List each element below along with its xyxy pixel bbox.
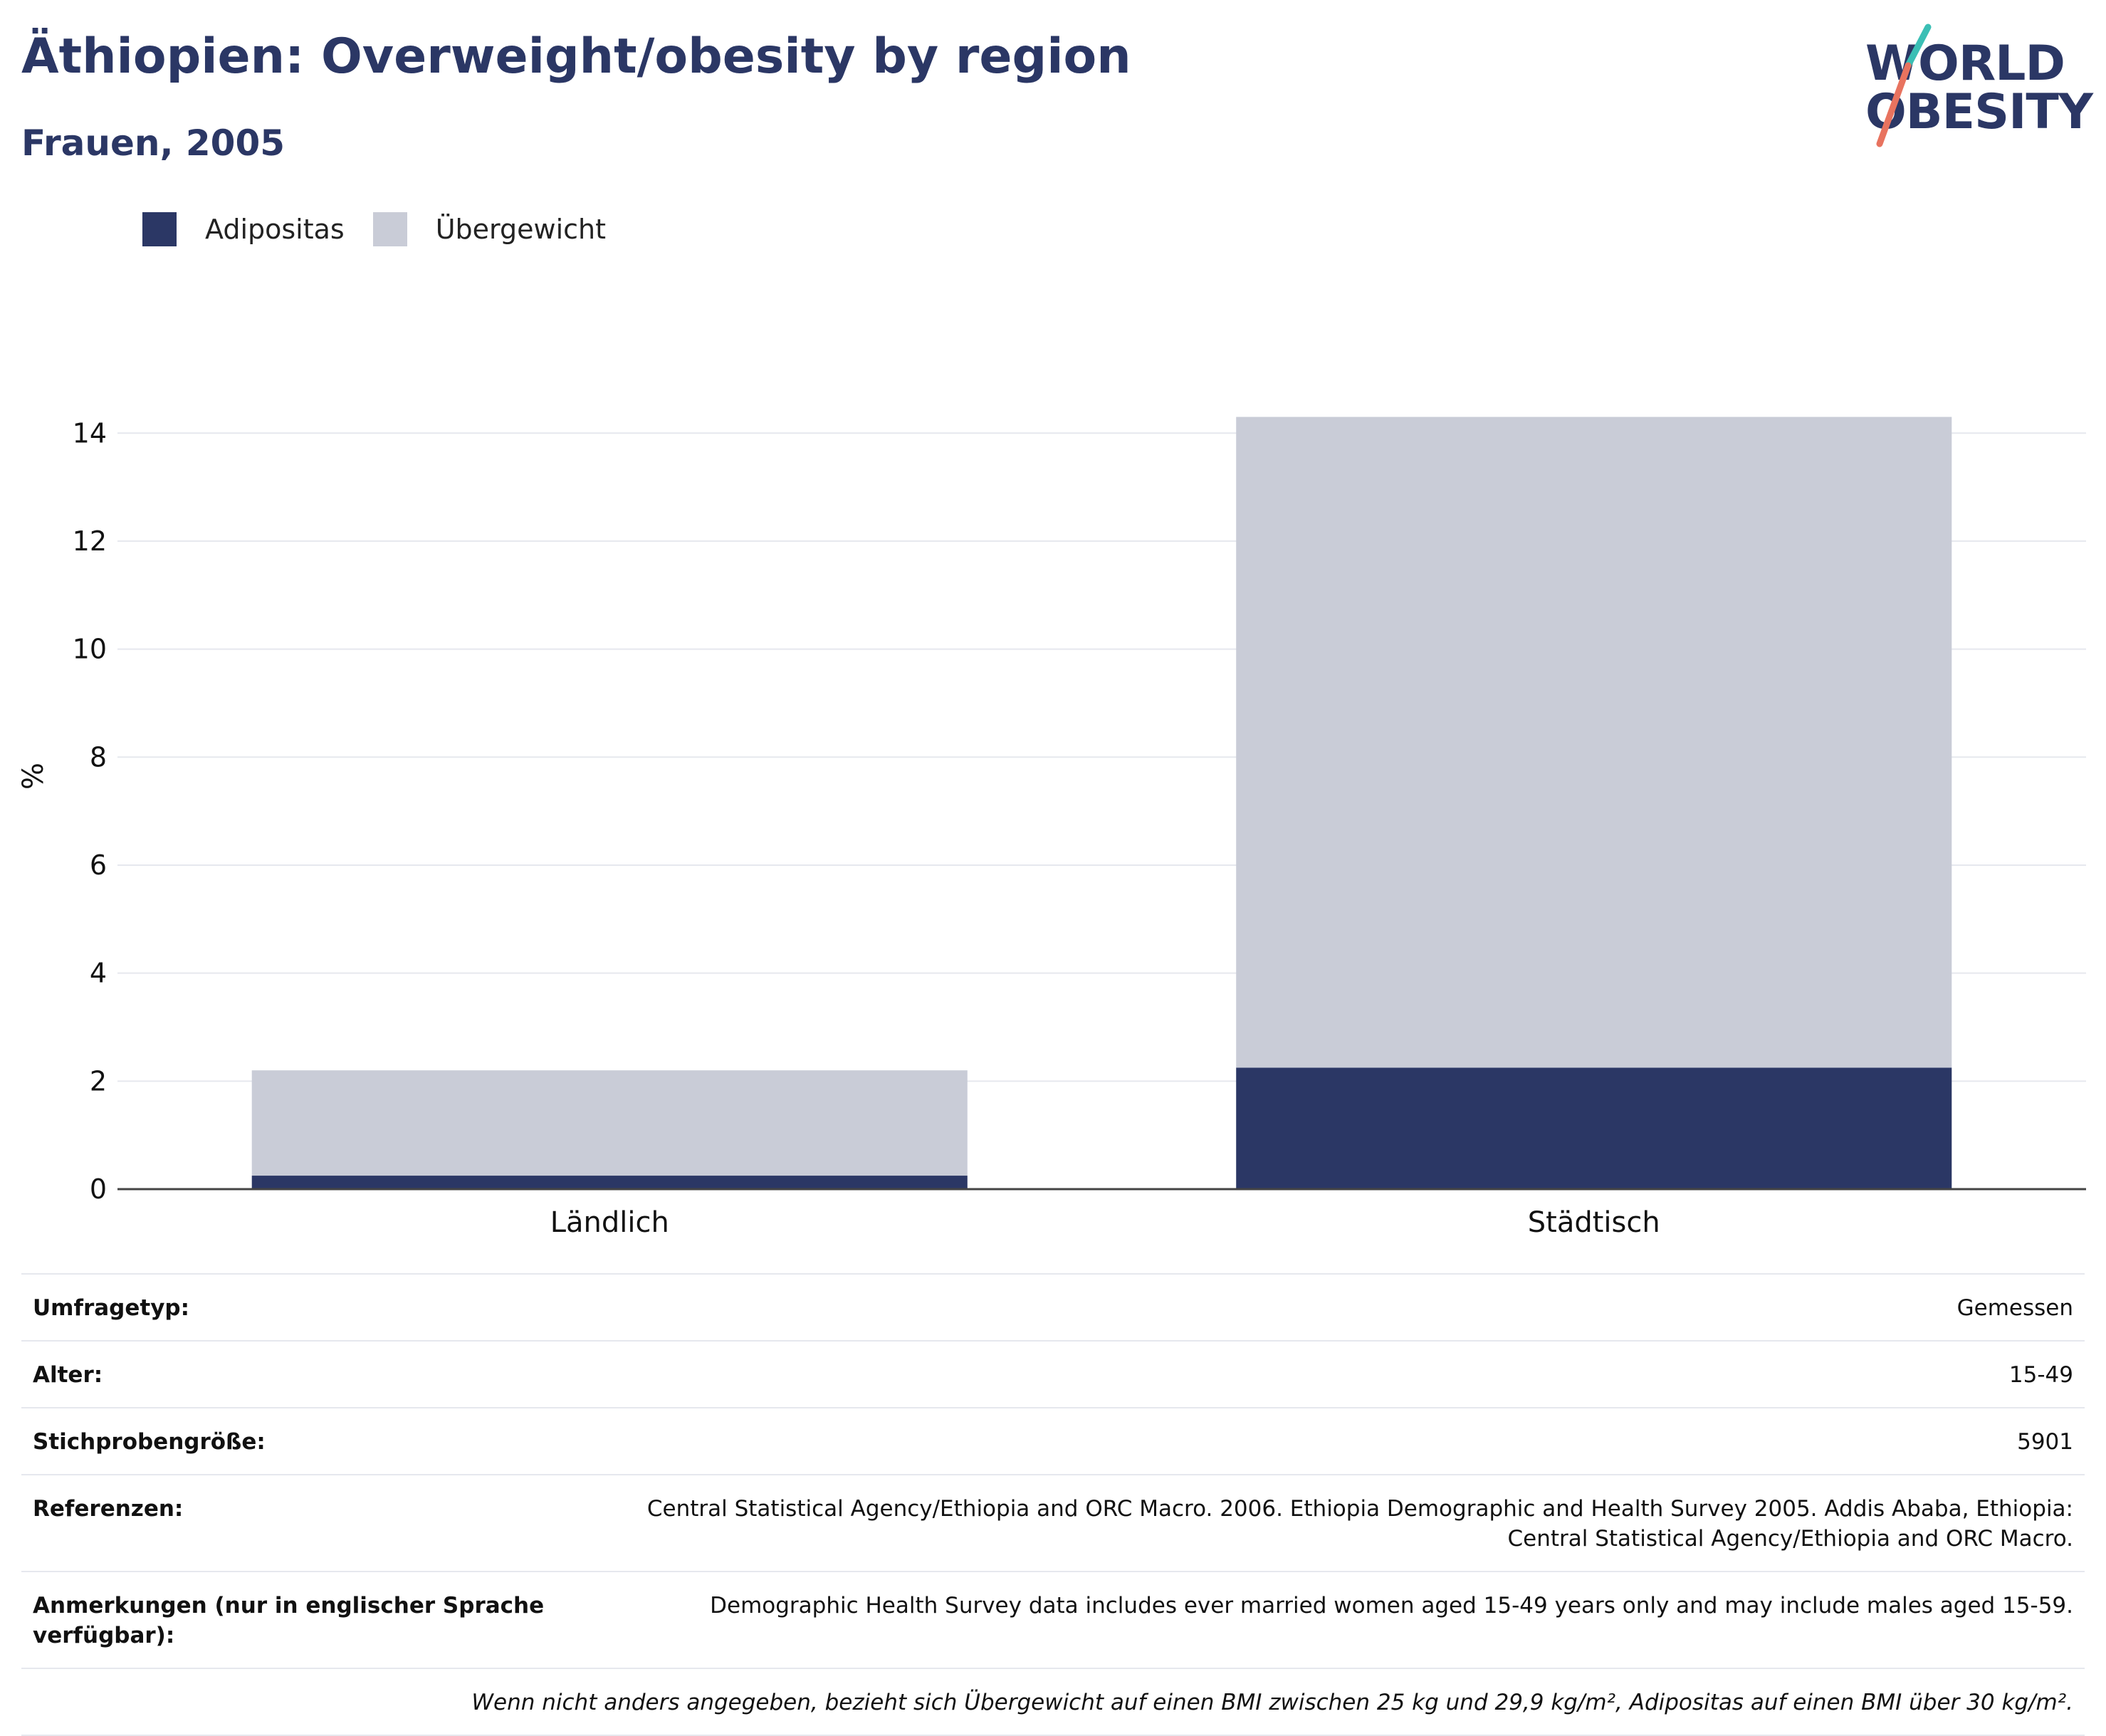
info-value-sample-size: 5901 xyxy=(585,1407,2085,1475)
y-tick-label: 12 xyxy=(73,525,107,557)
legend-swatch-adipositas xyxy=(142,212,177,246)
info-row-sample-size: Stichprobengröße: 5901 xyxy=(21,1407,2085,1475)
info-row-footnote: Wenn nicht anders angegeben, bezieht sic… xyxy=(21,1668,2085,1736)
y-tick-label: 0 xyxy=(90,1173,107,1205)
y-tick-label: 8 xyxy=(90,741,107,773)
bar-adipositas-0 xyxy=(251,1176,968,1189)
bar-uebergewicht-0 xyxy=(251,1070,968,1176)
info-label-sample-size: Stichprobengröße: xyxy=(21,1407,585,1475)
bar-adipositas-1 xyxy=(1236,1067,1952,1189)
x-tick-label: Städtisch xyxy=(1528,1206,1660,1239)
y-tick-label: 6 xyxy=(90,849,107,881)
survey-info-table: Umfragetyp: Gemessen Alter: 15-49 Stichp… xyxy=(21,1273,2085,1736)
x-tick-label: Ländlich xyxy=(550,1206,669,1239)
legend-label-uebergewicht: Übergewicht xyxy=(435,214,606,245)
world-obesity-logo: WORLD OBESITY xyxy=(1851,21,2093,150)
legend-label-adipositas: Adipositas xyxy=(205,214,345,245)
y-tick-label: 2 xyxy=(90,1065,107,1097)
logo-text-world: WORLD xyxy=(1865,36,2065,92)
chart-title: Äthiopien: Overweight/obesity by region xyxy=(21,28,1131,85)
legend-item-adipositas: Adipositas xyxy=(142,212,345,246)
logo-text-obesity: OBESITY xyxy=(1865,84,2093,140)
info-label-notes: Anmerkungen (nur in englischer Sprache v… xyxy=(21,1571,585,1668)
info-row-survey-type: Umfragetyp: Gemessen xyxy=(21,1273,2085,1341)
chart-subtitle: Frauen, 2005 xyxy=(21,122,285,164)
info-row-notes: Anmerkungen (nur in englischer Sprache v… xyxy=(21,1571,2085,1668)
info-row-age: Alter: 15-49 xyxy=(21,1340,2085,1408)
y-axis-label: % xyxy=(17,763,50,790)
info-label-survey-type: Umfragetyp: xyxy=(21,1273,585,1341)
y-tick-label: 4 xyxy=(90,958,107,989)
info-value-age: 15-49 xyxy=(585,1340,2085,1408)
info-value-survey-type: Gemessen xyxy=(585,1273,2085,1341)
info-label-references: Referenzen: xyxy=(21,1474,585,1572)
y-tick-label: 10 xyxy=(73,634,107,665)
logo-slash-icon xyxy=(1876,23,1932,147)
legend-item-uebergewicht: Übergewicht xyxy=(372,212,606,246)
y-tick-label: 14 xyxy=(73,417,107,449)
bar-uebergewicht-1 xyxy=(1236,417,1952,1068)
bar-chart: 0 2 4 6 8 10 12 14 Ländlich Städtisch% xyxy=(17,417,2086,1239)
info-value-notes: Demographic Health Survey data includes … xyxy=(585,1571,2085,1668)
bmi-definition-footnote: Wenn nicht anders angegeben, bezieht sic… xyxy=(21,1668,2085,1736)
info-label-age: Alter: xyxy=(21,1340,585,1408)
info-row-references: Referenzen: Central Statistical Agency/E… xyxy=(21,1474,2085,1572)
legend-swatch-uebergewicht xyxy=(372,212,407,246)
info-value-references: Central Statistical Agency/Ethiopia and … xyxy=(585,1474,2085,1572)
chart-legend: Adipositas Übergewicht xyxy=(142,212,634,246)
